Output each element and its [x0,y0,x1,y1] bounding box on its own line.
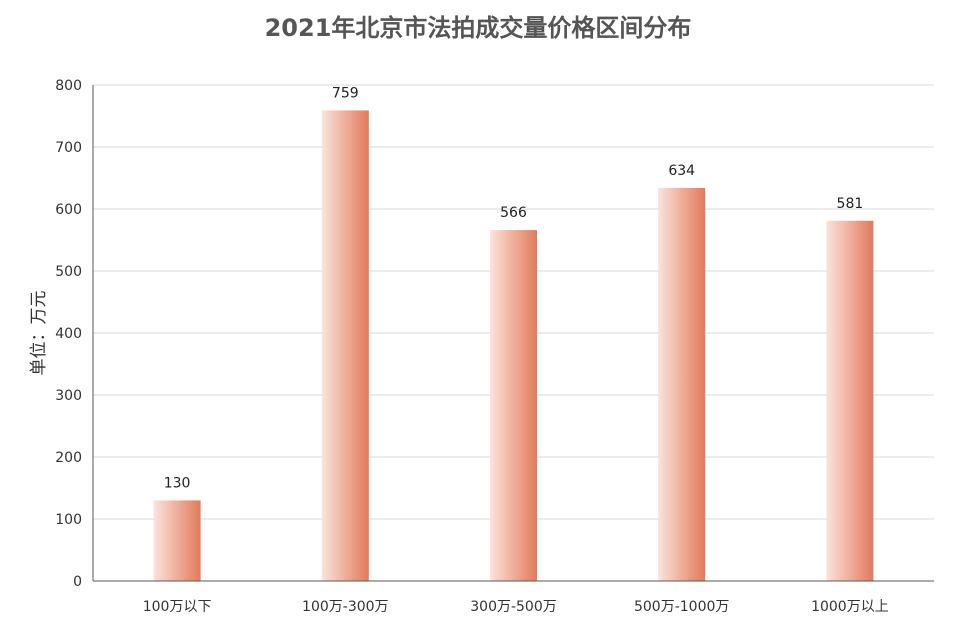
y-axis-title: 单位：万元 [29,291,49,376]
x-tick-label: 100万以下 [143,599,212,615]
y-tick-label: 600 [55,202,82,218]
y-tick-label: 200 [55,450,82,466]
axes: 0 100 200 300 400 500 600 700 800 100万以下 100万-300万… [55,78,934,615]
bar [153,500,201,581]
bar [490,230,537,581]
y-tick-label: 300 [55,388,82,404]
y-tick-label: 0 [73,574,82,590]
data-label: 566 [500,205,527,221]
x-tick-label: 300万-500万 [470,599,557,615]
x-tick-label: 100万-300万 [302,599,389,615]
bar [321,110,369,582]
y-tick-label: 100 [55,512,82,528]
chart-title: 2021年北京市法拍成交量价格区间分布 [264,14,692,42]
bar [658,187,706,582]
bar [826,220,874,581]
data-label: 581 [837,196,864,212]
y-tick-label: 700 [55,140,82,156]
bars [153,110,874,582]
y-tick-label: 800 [55,78,82,94]
x-tick-label: 500万-1000万 [634,599,729,615]
x-tick-label: 1000万以上 [811,599,889,615]
y-tick-label: 400 [55,326,82,342]
data-labels: 130 759 566 634 581 [164,85,864,491]
data-label: 130 [164,475,191,491]
y-tick-label: 500 [55,264,82,280]
data-label: 634 [668,163,695,179]
data-label: 759 [332,85,359,101]
